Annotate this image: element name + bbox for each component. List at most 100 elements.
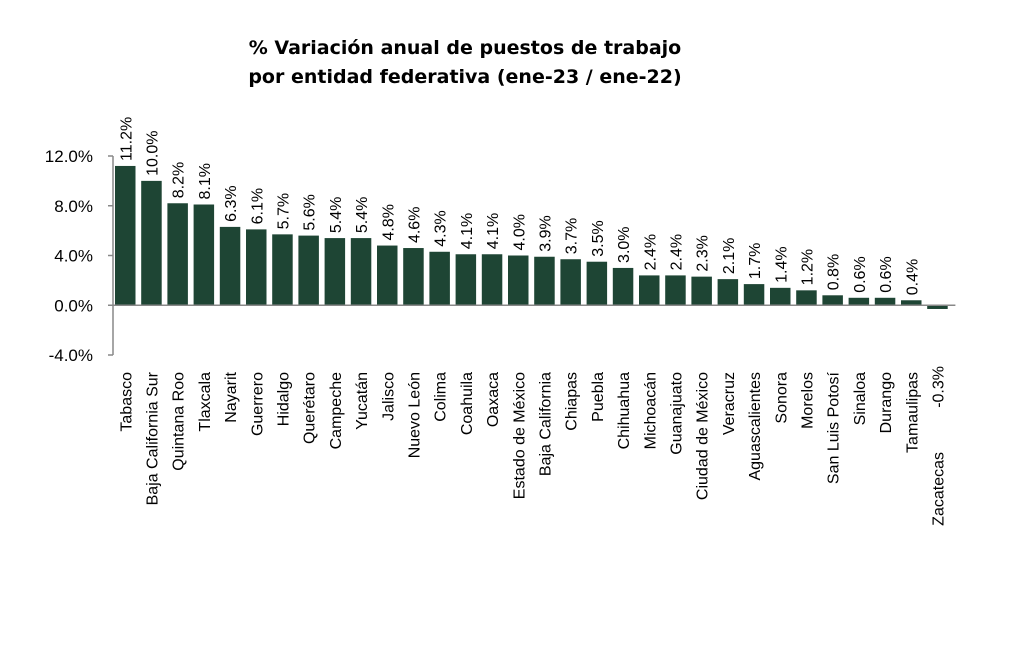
bar — [901, 300, 922, 306]
data-label: 0.6% — [878, 256, 895, 292]
bar — [612, 267, 634, 306]
data-label: 4.0% — [511, 214, 528, 250]
category-label: Chihuahua — [616, 372, 633, 450]
bar — [874, 297, 896, 306]
category-label: Veracruz — [721, 372, 738, 435]
bar — [272, 234, 293, 306]
category-label: Hidalgo — [275, 372, 292, 426]
category-label: Estado de México — [511, 372, 528, 499]
data-label: 5.4% — [328, 197, 345, 233]
data-label: 1.2% — [799, 249, 816, 285]
category-label: Quintana Roo — [171, 372, 188, 471]
category-label: Ciudad de México — [695, 372, 712, 500]
y-axis: 12.0% 8.0% 4.0% 0.0% -4.0% — [45, 147, 114, 365]
data-label: 4.8% — [380, 204, 397, 240]
data-label: 1.4% — [773, 246, 790, 282]
data-label: 4.3% — [433, 210, 450, 246]
category-label: Baja California — [537, 372, 554, 476]
data-label: 4.6% — [406, 207, 423, 243]
category-label: Tamaulipas — [904, 372, 921, 453]
bar — [403, 248, 424, 306]
category-label: Jalisco — [380, 372, 397, 421]
bar — [717, 279, 739, 306]
category-label: Chiapas — [564, 372, 581, 431]
data-label: 1.7% — [747, 243, 764, 279]
bar — [350, 238, 372, 306]
category-label: Zacatecas — [930, 452, 947, 526]
data-label: 3.5% — [590, 220, 607, 256]
bar — [167, 203, 188, 306]
data-label: 8.2% — [171, 162, 188, 198]
y-tick-label: -4.0% — [49, 346, 93, 365]
y-tick-label: 0.0% — [54, 296, 93, 315]
category-label: Durango — [878, 372, 895, 433]
category-label: Guerrero — [249, 372, 266, 436]
bars — [115, 165, 948, 309]
y-tick-label: 8.0% — [54, 197, 93, 216]
data-label: 0.8% — [826, 254, 843, 290]
data-label: -0.3% — [930, 366, 947, 408]
data-label: 4.1% — [485, 213, 502, 249]
category-label: Nayarit — [223, 371, 240, 422]
data-label: 10.0% — [144, 131, 161, 176]
y-tick-label: 12.0% — [45, 147, 93, 166]
bar — [665, 275, 686, 306]
data-label: 6.3% — [223, 185, 240, 221]
bar — [141, 180, 162, 306]
category-label: Guanajuato — [668, 372, 685, 455]
bar — [246, 229, 267, 306]
bar — [429, 251, 450, 306]
bar — [508, 255, 529, 306]
data-label: 5.4% — [354, 197, 371, 233]
category-label: Sinaloa — [852, 372, 869, 425]
bar — [115, 165, 136, 306]
bar — [219, 226, 241, 306]
data-label: 4.1% — [459, 213, 476, 249]
category-label: Campeche — [328, 372, 345, 449]
category-label: San Luis Potosí — [826, 371, 843, 484]
bar — [796, 290, 817, 306]
bar — [455, 254, 477, 306]
data-label: 5.7% — [275, 193, 292, 229]
data-label: 3.7% — [564, 218, 581, 254]
category-label: Puebla — [590, 372, 607, 422]
category-label: Nuevo León — [406, 372, 423, 458]
data-label: 5.6% — [302, 194, 319, 230]
bar — [770, 287, 791, 306]
bar — [560, 259, 581, 306]
data-label: 2.1% — [721, 238, 738, 274]
category-label: Querétaro — [302, 372, 319, 444]
bar — [586, 261, 608, 306]
category-label: Tabasco — [118, 372, 135, 432]
bar — [927, 305, 948, 309]
category-label: Baja California Sur — [144, 371, 161, 505]
category-label: Yucatán — [354, 372, 371, 430]
bar — [193, 204, 215, 306]
bar — [298, 235, 319, 306]
category-label: Oaxaca — [485, 372, 502, 427]
data-label: 3.9% — [537, 215, 554, 251]
bar — [377, 245, 398, 306]
chart-title-line-2: por entidad federativa (ene-23 / ene-22) — [248, 66, 682, 88]
data-label: 2.3% — [695, 235, 712, 271]
category-label: Coahuila — [459, 372, 476, 435]
category-label: Sonora — [773, 372, 790, 424]
data-label: 11.2% — [118, 117, 135, 161]
bar — [822, 295, 843, 306]
category-label: Michoacán — [642, 372, 659, 449]
category-label: Morelos — [799, 372, 816, 429]
bar — [848, 297, 870, 306]
data-label: 8.1% — [197, 163, 214, 199]
data-label: 6.1% — [249, 188, 266, 224]
bar — [691, 276, 712, 306]
category-labels: Tabasco Baja California Sur Quintana Roo Tl… — [118, 371, 947, 525]
category-label: Tlaxcala — [197, 372, 214, 432]
bar — [534, 256, 555, 306]
data-label: 0.6% — [852, 256, 869, 292]
bar — [481, 254, 503, 306]
category-label: Aguascalientes — [747, 372, 764, 481]
bar — [743, 284, 765, 306]
bar — [324, 238, 346, 306]
data-label: 0.4% — [904, 259, 921, 295]
